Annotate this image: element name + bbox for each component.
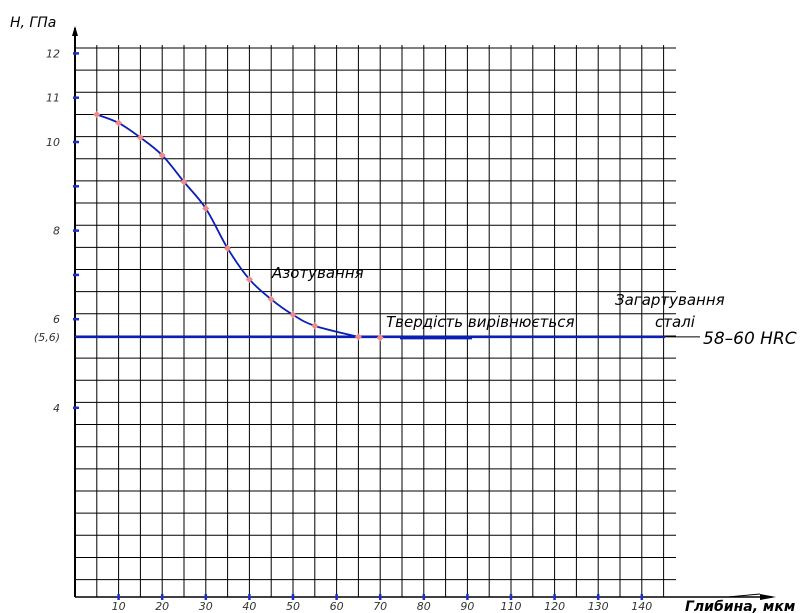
data-point (267, 295, 275, 303)
x-tick-label: 110 (501, 600, 522, 613)
data-point (136, 134, 144, 142)
annotations: Азотування Твердість вирівнюється Загартув… (271, 264, 725, 331)
x-tick-label: 140 (631, 600, 652, 613)
data-point (354, 333, 362, 341)
x-tick-label: 20 (155, 600, 169, 613)
data-point (245, 275, 253, 283)
x-axis-arrow-stroke (727, 593, 761, 598)
tick-labels: 12 11 10 8 6 (5,6) 4 10 20 30 40 50 60 70 80 90 110 120 13… (10, 15, 795, 613)
x-axis-arrow (760, 594, 776, 600)
data-point (376, 334, 384, 342)
data-point (224, 244, 232, 252)
annotation-steel-hardening-line2: сталі (655, 313, 696, 331)
data-point (180, 178, 188, 186)
x-tick-label: 70 (373, 600, 387, 613)
y-tick-label: 11 (46, 92, 60, 105)
x-tick-label: 60 (330, 600, 344, 613)
x-tick-label: 40 (242, 600, 256, 613)
tick-marks (73, 52, 644, 600)
data-point (289, 311, 297, 319)
x-tick-label: 30 (199, 600, 213, 613)
x-tick-label: 130 (588, 600, 609, 613)
y-tick-label: 8 (53, 225, 60, 238)
x-tick-label: 10 (112, 600, 126, 613)
annotation-steel-hardening-line1: Загартування (615, 291, 725, 309)
y-tick-label: 6 (53, 313, 60, 326)
reference-line-label: 58–60 HRC (703, 329, 797, 349)
y-tick-label: 10 (46, 136, 60, 149)
annotation-nitriding: Азотування (271, 264, 364, 282)
x-tick-label: 80 (417, 600, 431, 613)
y-tick-label: 12 (46, 47, 60, 60)
y-tick-label: 4 (53, 402, 60, 415)
x-axis-title: Глибина, мкм (685, 599, 795, 613)
x-tick-label: 90 (460, 600, 474, 613)
grid (74, 45, 676, 597)
data-point (115, 119, 123, 127)
data-point (158, 151, 166, 159)
x-tick-label: 120 (544, 600, 565, 613)
annotation-hardness-levels: Твердість вирівнюється (386, 313, 575, 331)
data-point (93, 110, 101, 119)
y-axis-arrow (72, 26, 78, 36)
y-tick-label: (5,6) (34, 331, 60, 344)
y-axis-title: H, ГПа (10, 15, 56, 31)
data-point (311, 322, 319, 330)
x-tick-label: 50 (286, 600, 300, 613)
reference-line-group: 58–60 HRC (75, 329, 797, 349)
data-point (202, 204, 210, 212)
series-group (93, 110, 384, 342)
